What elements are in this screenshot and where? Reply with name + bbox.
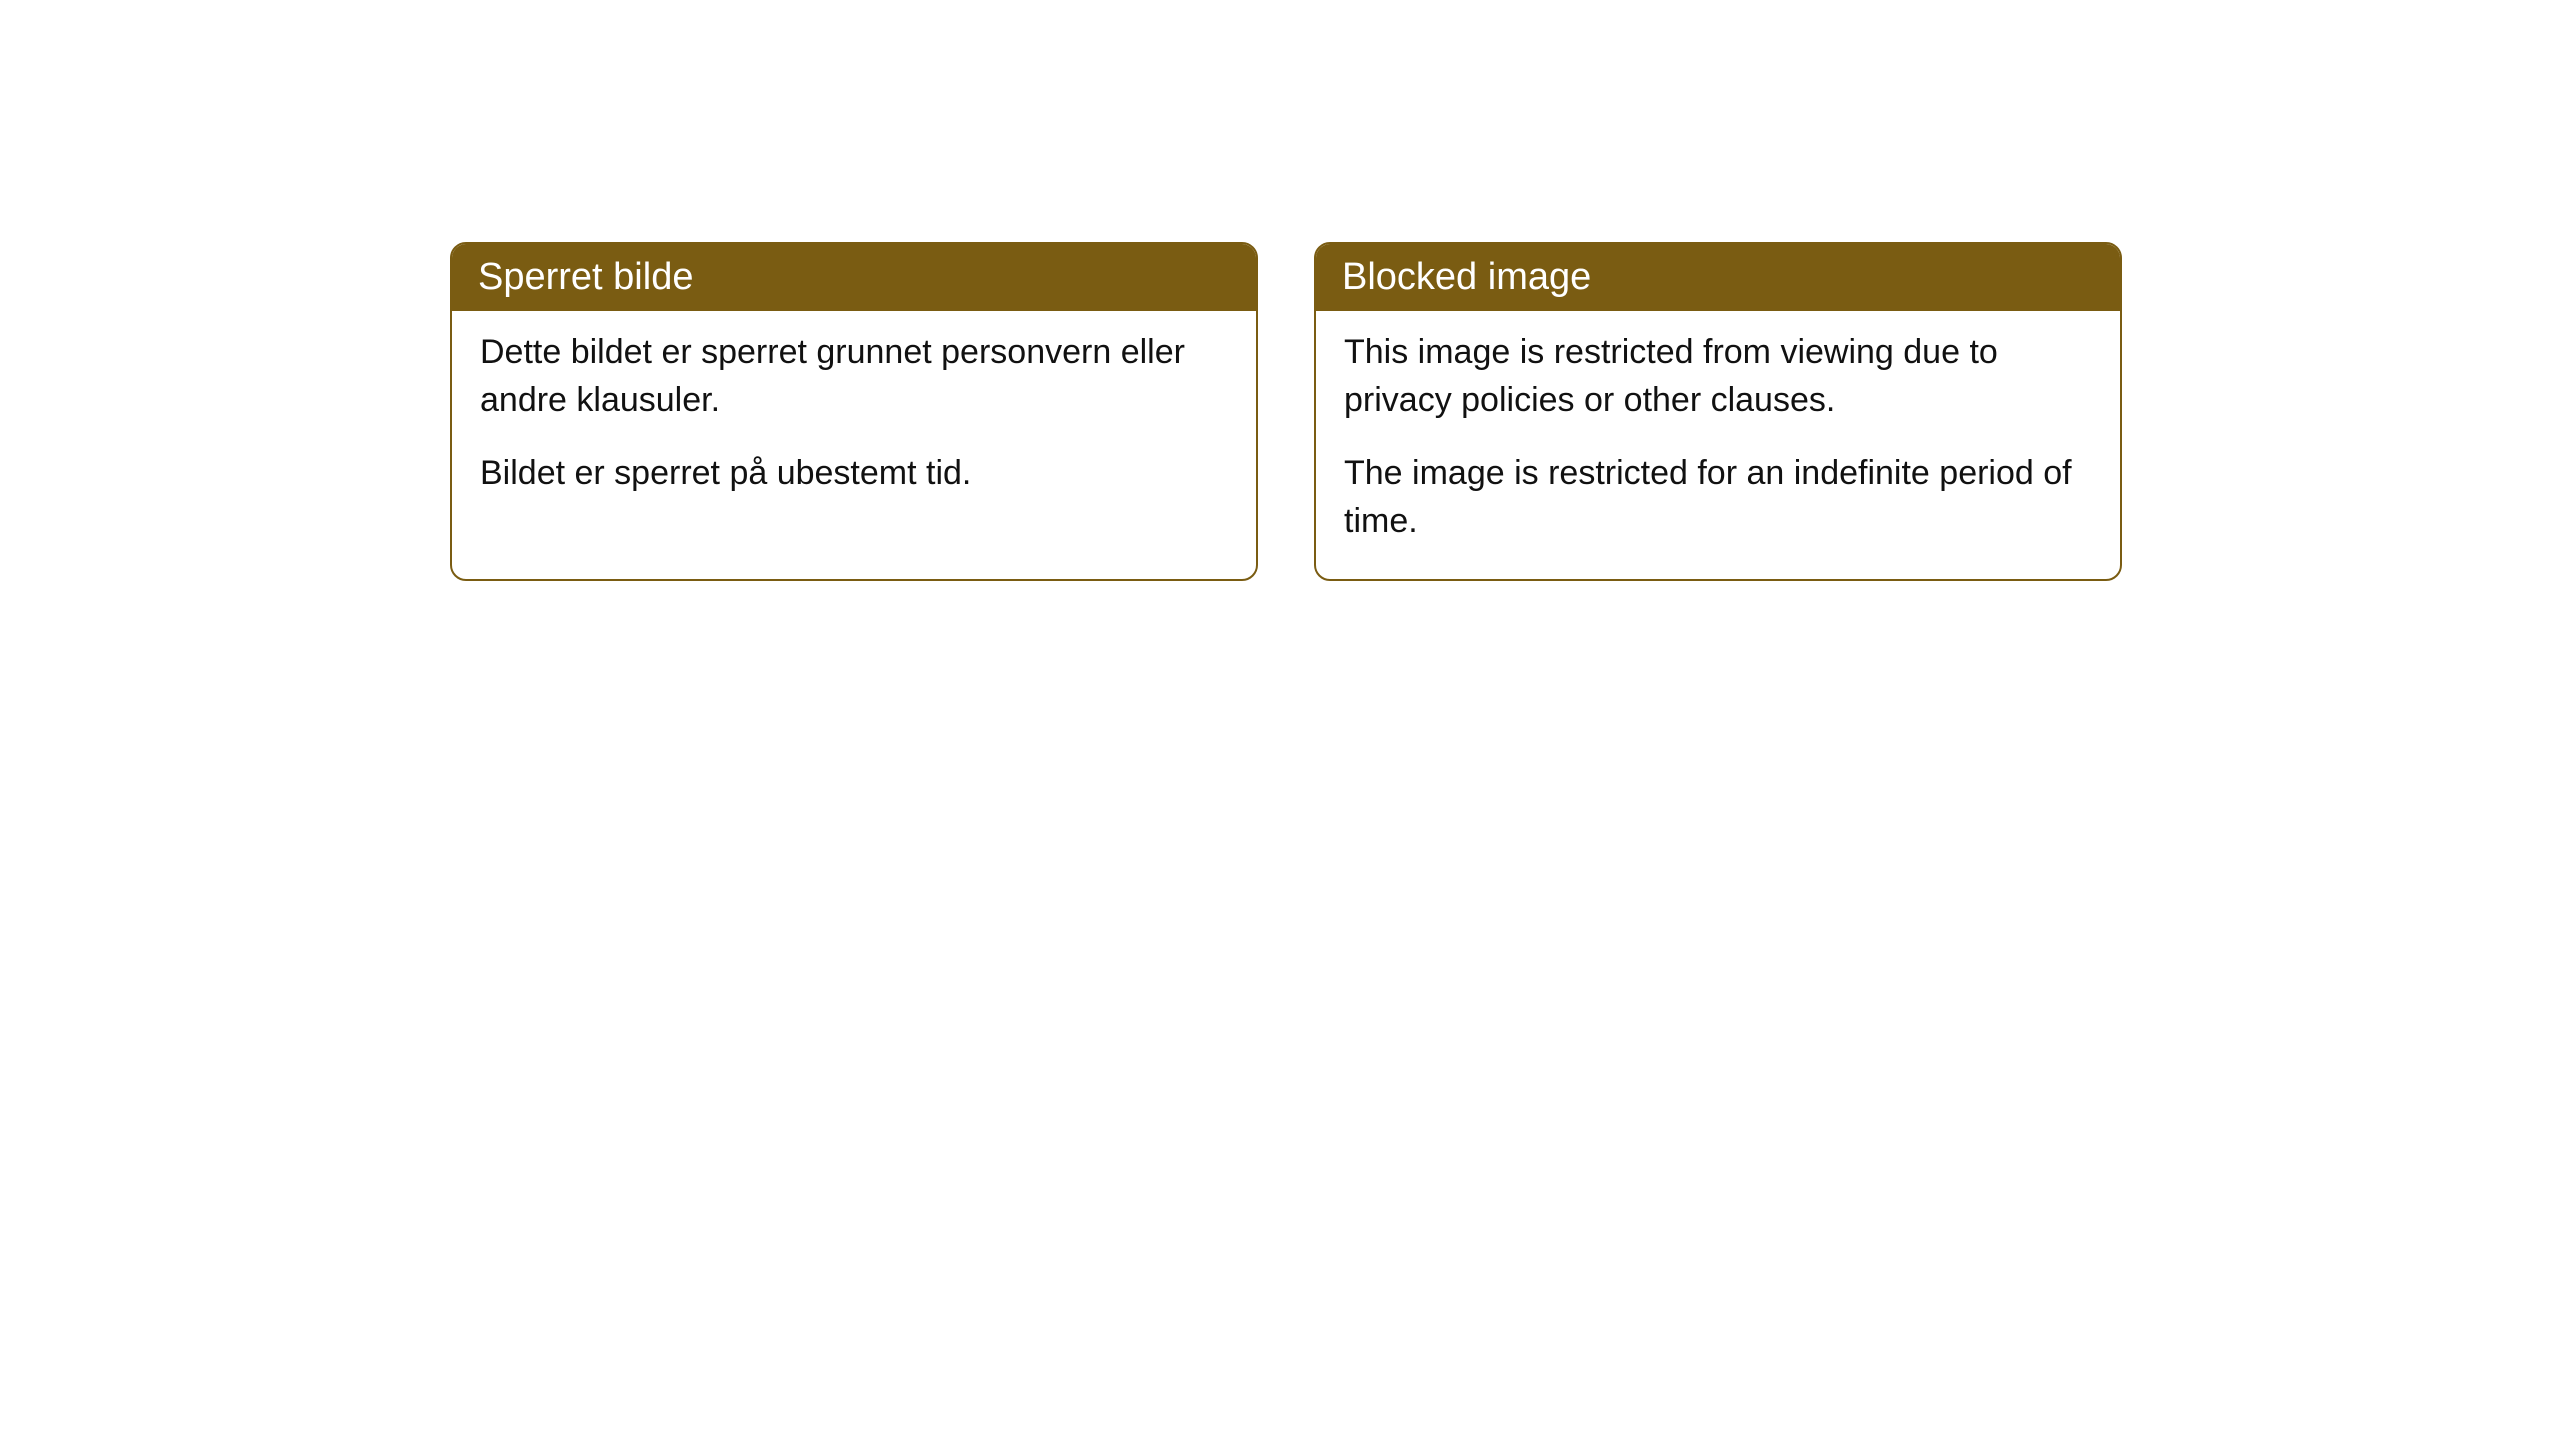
blocked-image-card-english: Blocked image This image is restricted f… bbox=[1314, 242, 2122, 581]
blocked-image-card-norwegian: Sperret bilde Dette bildet er sperret gr… bbox=[450, 242, 1258, 581]
card-body-norwegian: Dette bildet er sperret grunnet personve… bbox=[452, 311, 1256, 532]
card-text-norwegian-1: Dette bildet er sperret grunnet personve… bbox=[480, 329, 1228, 424]
card-header-english: Blocked image bbox=[1316, 244, 2120, 311]
card-text-english-1: This image is restricted from viewing du… bbox=[1344, 329, 2092, 424]
card-header-norwegian: Sperret bilde bbox=[452, 244, 1256, 311]
card-title-english: Blocked image bbox=[1342, 256, 1591, 298]
card-title-norwegian: Sperret bilde bbox=[478, 256, 693, 298]
card-text-norwegian-2: Bildet er sperret på ubestemt tid. bbox=[480, 450, 1228, 498]
card-text-english-2: The image is restricted for an indefinit… bbox=[1344, 450, 2092, 545]
notice-cards-container: Sperret bilde Dette bildet er sperret gr… bbox=[450, 242, 2122, 581]
card-body-english: This image is restricted from viewing du… bbox=[1316, 311, 2120, 579]
